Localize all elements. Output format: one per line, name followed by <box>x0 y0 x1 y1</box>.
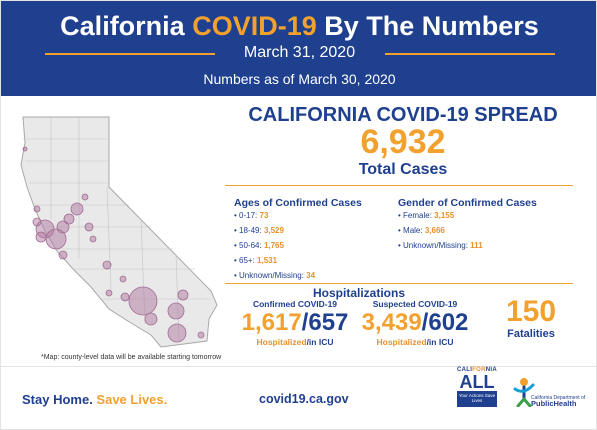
bubble-marin <box>32 217 42 227</box>
cdph-figure-icon <box>513 378 535 407</box>
bubble-placer <box>81 193 89 201</box>
bubble-riverside <box>167 302 185 320</box>
list-item: • 50-64: 1,765 <box>234 241 284 250</box>
suspected-sublabel: Hospitalized/in ICU <box>376 337 454 347</box>
list-item: • 65+: 1,531 <box>234 256 278 265</box>
bubble-contra-costa <box>63 213 75 225</box>
bubble-humboldt <box>22 146 28 152</box>
slogan: Stay Home. Save Lives. <box>22 392 167 407</box>
bubble-orange <box>144 312 158 326</box>
map-footnote: *Map: county-level data will be availabl… <box>41 354 222 361</box>
california-outline <box>20 116 218 348</box>
divider-top <box>225 185 573 186</box>
gender-title: Gender of Confirmed Cases <box>398 197 537 209</box>
title-suffix: By The Numbers <box>316 11 539 41</box>
spread-title: CALIFORNIA COVID-19 SPREAD <box>248 104 558 126</box>
bubble-alameda <box>56 220 70 234</box>
list-item: • Male: 3,666 <box>398 226 445 235</box>
bubble-sonoma <box>33 205 41 213</box>
california-map <box>20 116 218 348</box>
suspected-numbers: 3,439/602 <box>361 309 469 336</box>
confirmed-hospitalizations: Confirmed COVID-19 1,617/657 Hospitalize… <box>231 299 359 347</box>
list-item: • 18-49: 3,529 <box>234 226 284 235</box>
bubble-stanislaus <box>89 235 97 243</box>
suspected-label: Suspected COVID-19 <box>372 299 458 309</box>
list-item: • Unknown/Missing: 111 <box>398 241 483 250</box>
slogan-save: Save Lives. <box>96 392 168 407</box>
bubble-san-joaquin <box>84 222 94 232</box>
header-rule-left <box>45 53 215 55</box>
suspected-hospitalized-value: 3,439 <box>361 309 422 336</box>
bubble-kern <box>119 275 127 283</box>
bubble-san-bernardino <box>177 289 189 301</box>
header-rule-right <box>385 53 555 55</box>
report-date: March 31, 2020 <box>243 44 356 61</box>
fatalities-value: 150 <box>505 295 557 328</box>
total-cases-label: Total Cases <box>358 161 448 178</box>
bubble-sacramento <box>70 202 84 216</box>
hospitalizations-title: Hospitalizations <box>312 286 405 300</box>
list-item: • 0-17: 73 <box>234 211 269 220</box>
confirmed-numbers: 1,617/657 <box>241 309 349 336</box>
title-prefix: California <box>60 11 193 41</box>
bubble-imperial <box>197 331 205 339</box>
confirmed-sublabel: Hospitalized/in ICU <box>256 337 334 347</box>
total-cases-value: 6,932 <box>360 123 446 161</box>
divider-mid <box>225 283 573 284</box>
bubble-los-angeles <box>128 286 158 316</box>
confirmed-icu-value: 657 <box>308 309 349 336</box>
suspected-hospitalizations: Suspected COVID-19 3,439/602 Hospitalize… <box>351 299 479 347</box>
footer-divider <box>1 366 596 367</box>
page-title: California COVID-19 By The Numbers <box>1 11 596 42</box>
confirmed-label: Confirmed COVID-19 <box>252 299 338 309</box>
bubble-san-mateo <box>35 231 47 243</box>
list-item: • Unknown/Missing: 34 <box>234 271 316 280</box>
bubble-san-diego <box>167 323 187 343</box>
cdph-logo: California Department of PublicHealth <box>511 373 591 421</box>
bubble-santa-barbara <box>105 289 113 297</box>
ages-title: Ages of Confirmed Cases <box>234 197 362 209</box>
gender-list: • Female: 3,155 • Male: 3,666 • Unknown/… <box>398 208 483 253</box>
slogan-stay: Stay Home. <box>22 392 97 407</box>
ages-list: • 0-17: 73 • 18-49: 3,529 • 50-64: 1,765… <box>234 208 315 283</box>
california-for-all-logo: CALIFORNIA ALL Your Actions Save Lives <box>452 367 502 417</box>
bubble-fresno <box>102 260 112 270</box>
fatalities-label: Fatalities <box>507 328 555 340</box>
list-item: • Female: 3,155 <box>398 211 455 220</box>
case-bubbles <box>22 146 205 343</box>
bubble-monterey <box>58 250 68 260</box>
confirmed-hospitalized-value: 1,617 <box>241 309 302 336</box>
bubble-ventura <box>120 292 130 302</box>
suspected-icu-value: 602 <box>428 309 469 336</box>
data-as-of: Numbers as of March 30, 2020 <box>203 71 396 87</box>
title-accent: COVID-19 <box>192 11 317 41</box>
website-link[interactable]: covid19.ca.gov <box>259 392 349 406</box>
header-banner: California COVID-19 By The Numbers March… <box>1 1 596 96</box>
